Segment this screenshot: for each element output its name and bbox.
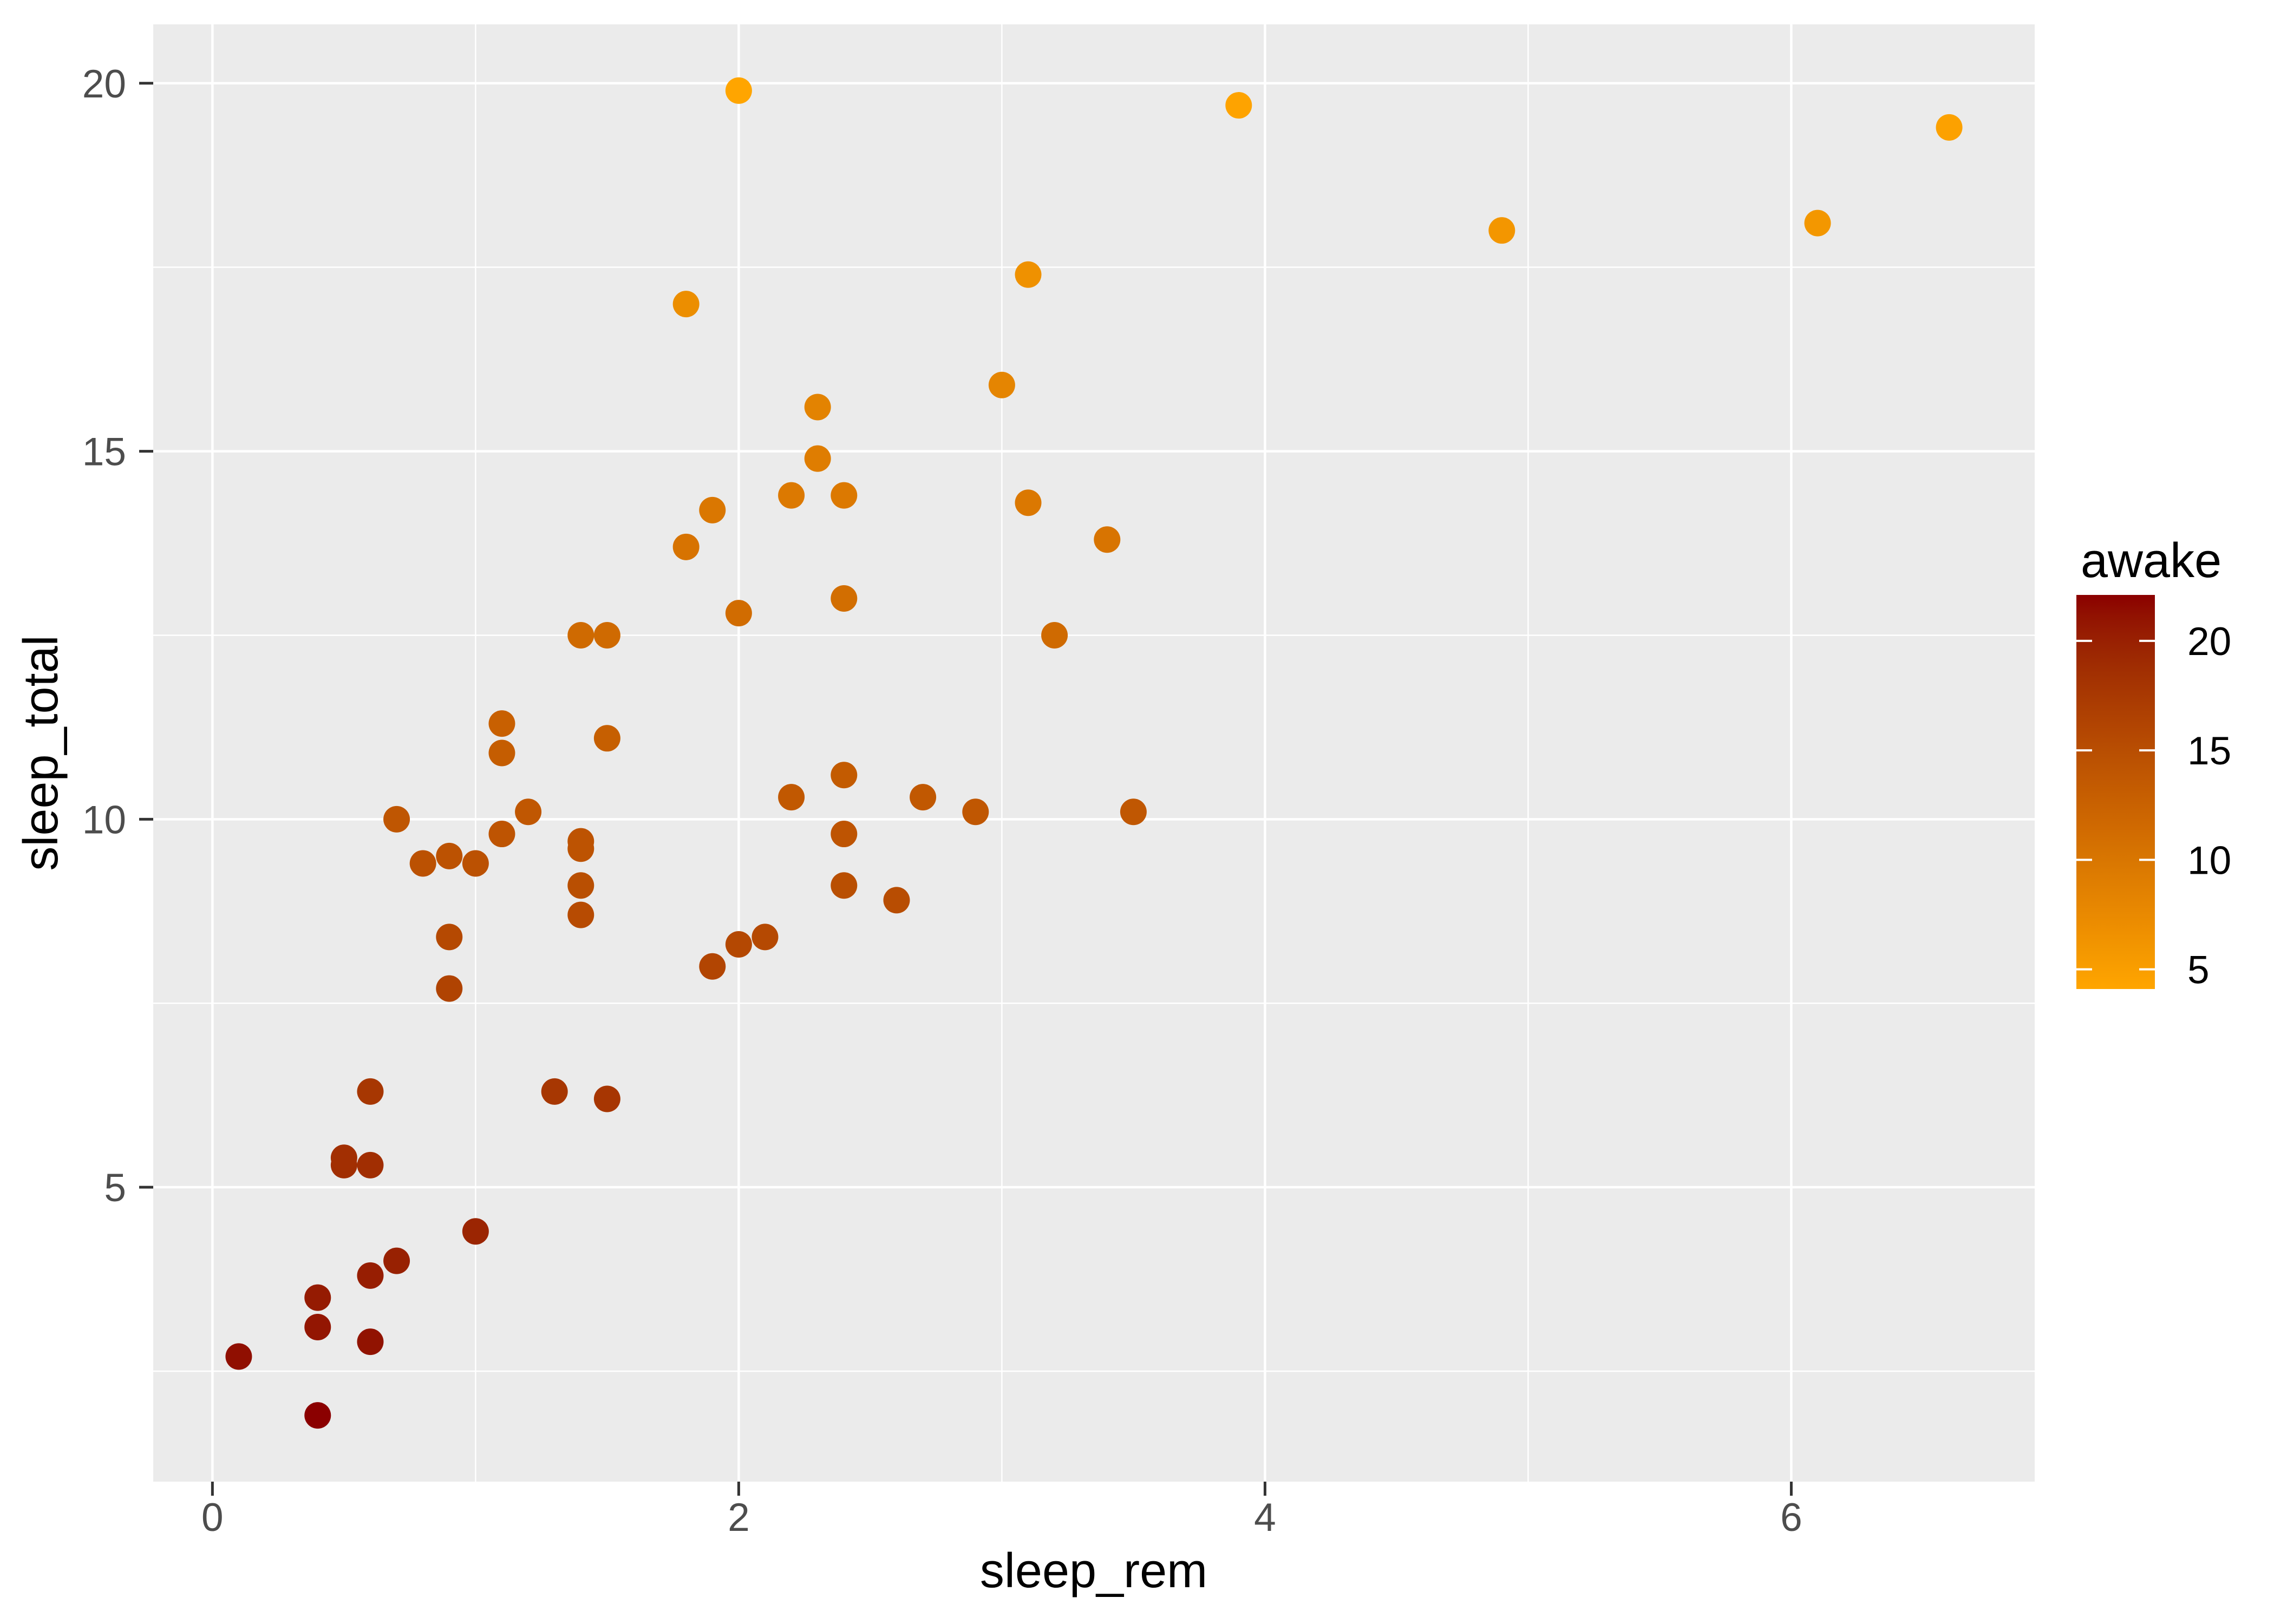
data-point [567,621,594,649]
major-gridlines [153,24,2035,1482]
data-point [357,1078,384,1105]
data-point [778,482,805,509]
legend-tick-label: 5 [2187,948,2210,992]
x-tick-label: 0 [201,1496,224,1540]
y-axis-tick-labels: 5 10 15 20 [82,62,126,1210]
data-point [672,533,700,560]
data-point [488,821,515,848]
data-point [593,1085,620,1112]
data-point [962,798,989,826]
data-point [831,585,858,612]
data-point [357,1328,384,1355]
data-point [436,842,463,869]
legend-tick-label: 15 [2187,729,2231,773]
data-point [672,291,700,318]
data-point [988,371,1015,398]
x-axis-title: sleep_rem [980,1544,1207,1598]
data-point [1015,489,1042,516]
data-point [567,828,594,855]
data-point [910,784,937,811]
data-point [1225,92,1252,119]
data-point [804,394,831,421]
data-point [304,1284,331,1311]
data-point [357,1262,384,1289]
data-point [488,710,515,737]
legend-colorbar: awake 20 15 10 5 [2076,534,2231,992]
minor-gridlines [153,24,2035,1482]
data-point [1041,621,1068,649]
y-axis-title: sleep_total [14,635,68,870]
y-tick-label: 10 [82,798,126,842]
data-point [409,850,436,877]
y-tick-label: 5 [104,1166,126,1210]
y-tick-label: 20 [82,62,126,106]
data-point [304,1402,331,1429]
x-tick-label: 4 [1254,1496,1276,1540]
data-point [804,445,831,472]
data-point [488,739,515,767]
legend-tick-marks [2076,639,2155,971]
data-points [225,77,1963,1429]
x-axis-tick-marks [211,1482,1793,1496]
data-point [383,806,410,833]
data-point [462,1218,489,1245]
data-point [567,872,594,899]
data-point [515,798,542,826]
data-point [593,621,620,649]
data-point [1936,114,1963,141]
data-point [699,953,726,980]
data-point [778,784,805,811]
y-tick-label: 15 [82,430,126,474]
data-point [831,482,858,509]
data-point [330,1144,357,1171]
data-point [725,931,752,958]
data-point [831,821,858,848]
y-axis-tick-marks [139,82,153,1189]
data-point [567,901,594,928]
legend-tick-label: 20 [2187,620,2231,664]
data-point [1094,526,1121,553]
data-point [1488,217,1515,244]
data-point [831,872,858,899]
data-point [462,850,489,877]
data-point [304,1313,331,1340]
legend-gradient-bar [2076,595,2155,989]
data-point [593,725,620,752]
legend-tick-label: 10 [2187,839,2231,882]
data-point [225,1343,252,1370]
data-point [383,1247,410,1274]
data-point [436,924,463,951]
data-point [357,1151,384,1178]
legend-tick-labels: 20 15 10 5 [2187,620,2231,992]
data-point [831,762,858,789]
data-point [725,77,752,104]
data-point [541,1078,568,1105]
data-point [436,975,463,1002]
x-tick-label: 2 [728,1496,750,1540]
x-tick-label: 6 [1780,1496,1802,1540]
x-axis-tick-labels: 0 2 4 6 [201,1496,1802,1540]
data-point [1120,798,1147,826]
plot-panel [153,24,2035,1482]
data-point [699,496,726,523]
data-point [883,887,910,914]
data-point [1015,261,1042,288]
data-point [725,600,752,627]
data-point [1804,209,1831,237]
data-point [752,924,779,951]
legend-title: awake [2081,534,2221,588]
